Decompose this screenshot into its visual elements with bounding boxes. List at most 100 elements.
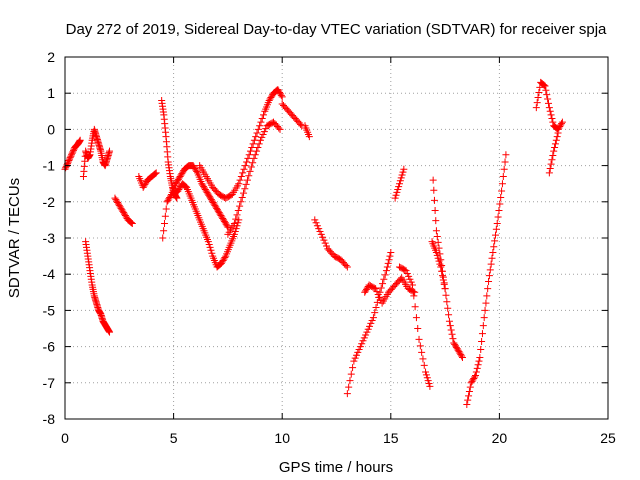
data-point [432, 217, 440, 225]
data-point [219, 214, 227, 222]
data-point [140, 182, 148, 190]
data-point [345, 383, 353, 391]
data-point [160, 220, 168, 228]
data-point [220, 216, 228, 224]
data-point [426, 382, 434, 390]
data-point [343, 390, 351, 398]
data-point [234, 206, 242, 214]
data-point [221, 219, 229, 227]
data-point [373, 288, 381, 296]
data-point [268, 92, 276, 100]
data-point [276, 88, 284, 96]
data-point [466, 383, 474, 391]
data-point [445, 317, 453, 325]
x-tick-labels: 0 5 10 15 20 25 [61, 430, 616, 446]
data-point [275, 87, 283, 95]
data-point [247, 163, 255, 171]
data-point [200, 183, 208, 191]
data-point [218, 258, 226, 266]
data-point [219, 256, 227, 264]
data-point [361, 288, 369, 296]
data-point [246, 167, 254, 175]
x-tick-label: 15 [383, 430, 399, 446]
data-point [480, 314, 488, 322]
data-point [235, 216, 243, 224]
data-point [487, 260, 495, 268]
y-tick-label: -4 [43, 266, 56, 282]
plot-frame [64, 56, 609, 420]
data-point [222, 220, 230, 228]
data-point [319, 233, 327, 241]
data-point [382, 267, 390, 275]
data-point [216, 210, 224, 218]
data-point [547, 160, 555, 168]
data-point [432, 227, 440, 235]
data-point [410, 292, 418, 300]
data-point [176, 172, 184, 180]
data-point [414, 325, 422, 332]
data-point [313, 222, 321, 230]
data-point [178, 170, 186, 178]
data-point [181, 182, 189, 190]
data-point [121, 210, 129, 218]
data-point [484, 285, 492, 293]
data-point [367, 319, 375, 327]
data-point [237, 198, 245, 206]
data-point [557, 121, 565, 129]
data-point [465, 387, 473, 395]
data-point [152, 169, 160, 177]
data-point [381, 271, 389, 279]
data-point [323, 242, 331, 250]
data-point [451, 340, 459, 348]
data-point [490, 243, 498, 251]
data-point [244, 154, 252, 162]
data-point [111, 194, 119, 202]
data-point [172, 180, 180, 188]
data-series-s22 [545, 129, 562, 177]
y-tick-label: 2 [47, 49, 55, 65]
data-series-s16 [391, 165, 408, 202]
data-point [161, 212, 169, 220]
data-point [217, 212, 225, 220]
data-point [208, 249, 216, 257]
data-point [536, 83, 544, 91]
data-point [356, 343, 364, 351]
y-axis-label: SDTVAR / TECUs [6, 178, 23, 298]
data-point [223, 222, 231, 230]
data-point [243, 176, 251, 184]
data-point [206, 243, 214, 251]
data-point [118, 206, 126, 214]
data-point [112, 196, 120, 204]
data-point [69, 146, 77, 154]
data-point [476, 353, 484, 361]
data-point [393, 188, 401, 196]
data-point [220, 217, 228, 225]
data-point [68, 149, 76, 157]
data-point [127, 218, 135, 226]
data-point [167, 192, 175, 200]
data-point [429, 176, 437, 184]
data-point [548, 115, 556, 123]
data-point [150, 170, 158, 178]
y-tick-label: -1 [43, 158, 56, 174]
data-point [163, 198, 171, 206]
data-point [432, 248, 440, 256]
data-point [159, 234, 167, 242]
data-point [402, 267, 410, 275]
data-point [266, 95, 274, 103]
data-point [160, 227, 168, 235]
data-point [439, 276, 447, 284]
data-point [551, 140, 559, 148]
data-point [438, 267, 446, 275]
data-point [233, 211, 241, 219]
data-point [472, 372, 480, 380]
data-point [208, 197, 216, 205]
data-point [437, 263, 445, 271]
data-point [397, 174, 405, 182]
data-point [192, 166, 200, 174]
data-point [114, 199, 122, 207]
data-point [494, 213, 502, 221]
data-point [419, 355, 427, 363]
data-point [362, 287, 370, 295]
data-point [355, 345, 363, 353]
